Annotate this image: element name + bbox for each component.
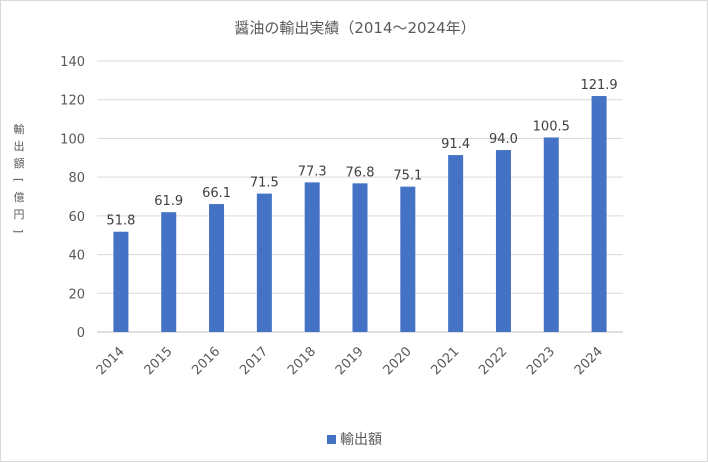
y-tick-label: 80	[68, 171, 85, 186]
data-label: 71.5	[250, 176, 279, 191]
legend: 輸出額	[327, 432, 382, 448]
y-axis-label-char: 億	[14, 191, 25, 204]
x-tick-label: 2020	[381, 344, 415, 378]
data-label: 61.9	[154, 194, 183, 209]
y-tick-label: 0	[77, 326, 85, 341]
x-tick-label: 2024	[572, 344, 606, 378]
bar	[400, 186, 416, 332]
y-tick-label: 60	[68, 210, 85, 225]
bar	[448, 155, 464, 332]
y-tick-label: 120	[60, 94, 85, 109]
x-tick-label: 2014	[94, 344, 128, 378]
chart-title: 醤油の輸出実績（2014～2024年）	[234, 19, 475, 37]
y-tick-label: 100	[60, 132, 85, 147]
x-tick-label: 2018	[285, 344, 319, 378]
y-axis-label: 輸出額 [ 億円]	[12, 122, 25, 233]
bars	[113, 96, 607, 332]
bar	[591, 96, 607, 332]
data-label: 76.8	[346, 165, 375, 180]
data-label: 121.9	[580, 78, 617, 93]
bar	[113, 231, 129, 332]
y-tick-label: 40	[68, 249, 85, 264]
data-label: 91.4	[441, 137, 470, 152]
data-label: 100.5	[533, 119, 570, 134]
bar	[304, 182, 320, 332]
x-tick-label: 2022	[476, 344, 510, 378]
bar	[543, 137, 559, 332]
bar	[209, 204, 225, 332]
bar	[495, 150, 511, 332]
x-tick-label: 2019	[333, 344, 367, 378]
data-label: 77.3	[298, 164, 327, 179]
legend-label: 輸出額	[340, 432, 382, 448]
data-label: 66.1	[202, 186, 231, 201]
data-label: 94.0	[489, 132, 518, 147]
x-tick-label: 2021	[428, 344, 462, 378]
data-label: 51.8	[106, 214, 135, 229]
bar	[256, 193, 272, 332]
y-tick-labels: 0 20 40 60 80 100 120 140	[60, 55, 85, 341]
bar	[352, 183, 368, 332]
y-axis-label-char: [	[12, 178, 25, 182]
y-axis-label-char: 額	[14, 157, 25, 170]
y-tick-label: 20	[68, 287, 85, 302]
y-axis-label-char: ]	[12, 229, 25, 233]
y-tick-label: 140	[60, 55, 85, 70]
y-axis-label-char: 輸	[14, 122, 25, 136]
data-label: 75.1	[393, 169, 422, 184]
x-tick-labels: 2014 2015 2016 2017 2018 2019 2020 2021 2022 2023…	[94, 344, 606, 378]
legend-swatch	[327, 435, 336, 444]
x-tick-label: 2017	[237, 344, 271, 378]
x-tick-label: 2015	[142, 344, 176, 378]
data-labels: 51.8 61.9 66.1 71.5 77.3 76.8 75.1 91.4 94.0 100.…	[106, 78, 617, 229]
x-tick-label: 2023	[524, 344, 558, 378]
y-axis-label-char: 円	[14, 208, 25, 221]
x-tick-label: 2016	[189, 344, 223, 378]
y-axis-label-char: 出	[14, 139, 25, 153]
bar	[161, 212, 177, 332]
